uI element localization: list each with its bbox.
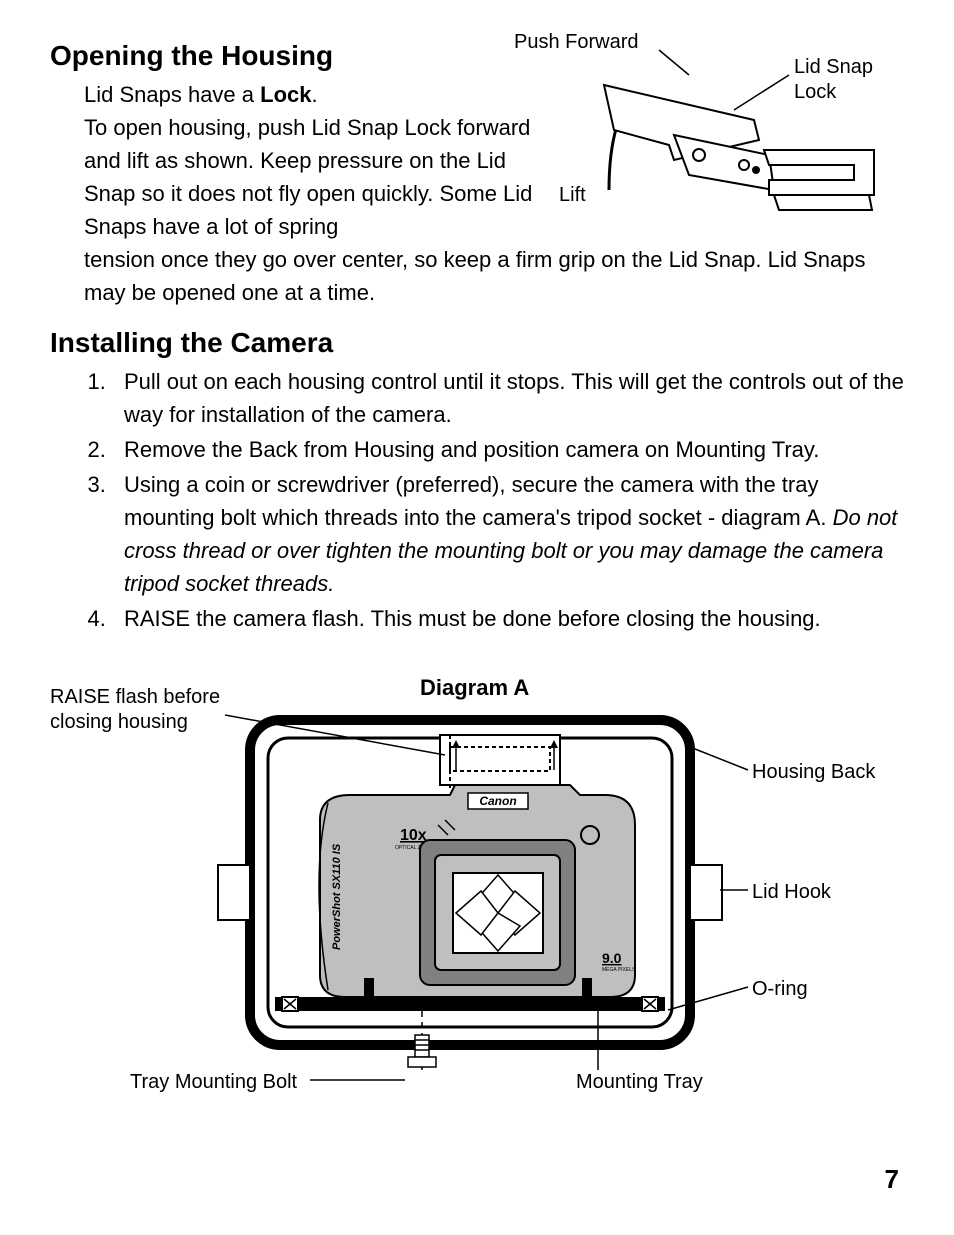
camera-brand-text: Canon	[479, 794, 516, 808]
camera-model-text: PowerShot SX110 IS	[331, 843, 343, 950]
zoom-text: 10x	[400, 827, 427, 844]
step3-text: Using a coin or screwdriver (preferred),…	[124, 472, 826, 530]
diagram-a-title: Diagram A	[420, 675, 529, 701]
step-4: RAISE the camera flash. This must be don…	[112, 602, 904, 635]
label-tray-mounting-bolt: Tray Mounting Bolt	[130, 1070, 297, 1095]
label-push-forward: Push Forward	[514, 30, 639, 55]
p1a: Lid Snaps have a	[84, 82, 260, 107]
manual-page: Push Forward Lid Snap Lock Lift	[0, 0, 954, 1235]
lid-snap-figure: Push Forward Lid Snap Lock Lift	[474, 30, 894, 230]
diagram-a: Diagram A RAISE flash before closing hou…	[50, 675, 904, 1105]
step-1: Pull out on each housing control until i…	[112, 365, 904, 431]
label-raise-flash: RAISE flash before closing housing	[50, 685, 220, 735]
page-number: 7	[885, 1164, 899, 1195]
heading-installing-camera: Installing the Camera	[50, 327, 904, 359]
label-lid-hook: Lid Hook	[752, 880, 831, 905]
install-steps-list: Pull out on each housing control until i…	[50, 365, 904, 635]
label-lid-snap-lock: Lid Snap Lock	[794, 55, 873, 105]
step-2: Remove the Back from Housing and positio…	[112, 433, 904, 466]
mp-sub: MEGA PIXELS	[602, 967, 636, 973]
p1b: To open housing, push Lid Snap Lock forw…	[84, 115, 532, 239]
step2-text: Remove the Back from Housing and positio…	[124, 437, 819, 462]
step-3: Using a coin or screwdriver (preferred),…	[112, 468, 904, 600]
mp-text: 9.0	[602, 950, 622, 966]
label-mounting-tray: Mounting Tray	[576, 1070, 703, 1095]
label-housing-back: Housing Back	[752, 760, 875, 785]
p1a-bold: Lock	[260, 82, 311, 107]
step4-text: RAISE the camera flash. This must be don…	[124, 606, 821, 631]
step1-text: Pull out on each housing control until i…	[124, 369, 904, 427]
p1a-tail: .	[312, 82, 318, 107]
p1c: tension once they go over center, so kee…	[84, 247, 866, 305]
label-lift: Lift	[559, 183, 586, 208]
label-o-ring: O-ring	[752, 977, 808, 1002]
opening-housing-text2: tension once they go over center, so kee…	[84, 243, 904, 309]
